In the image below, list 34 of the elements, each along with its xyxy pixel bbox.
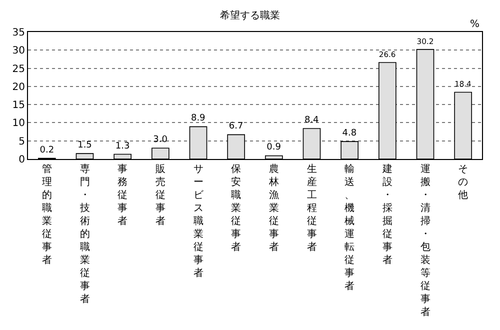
category-label: 輸送、機械運転従事者 bbox=[344, 164, 355, 292]
x-tick-label: 農林漁業従事者 bbox=[268, 163, 279, 253]
data-label: 8.4 bbox=[304, 116, 320, 126]
x-tick-label: 建設・採掘従事者 bbox=[381, 163, 392, 266]
data-label: 6.7 bbox=[228, 122, 244, 132]
y-tick-label: 25 bbox=[12, 64, 25, 75]
y-tick-label: 10 bbox=[12, 118, 25, 130]
data-label: 0.9 bbox=[266, 142, 282, 153]
data-label: 1.3 bbox=[115, 141, 130, 152]
category-label: サービス職業従事者 bbox=[193, 164, 204, 279]
data-label: 3.0 bbox=[153, 135, 168, 146]
y-tick-label: 30 bbox=[12, 46, 25, 57]
category-label: 運搬・清掃・包装等従事者 bbox=[420, 164, 430, 318]
y-tick-label: 35 bbox=[12, 28, 25, 38]
y-axis-title: % bbox=[470, 19, 480, 30]
y-tick-label: 5 bbox=[18, 136, 25, 148]
chart-title: 希望する職業 bbox=[220, 10, 280, 22]
data-label: 18.4 bbox=[454, 80, 472, 89]
data-label: 1.5 bbox=[78, 140, 92, 151]
x-tick-label: 生産工程従事者 bbox=[306, 163, 317, 253]
data-label: 4.8 bbox=[342, 128, 357, 139]
y-tick-label: 20 bbox=[12, 82, 25, 93]
data-label: 30.2 bbox=[416, 36, 434, 46]
x-tick-label: 事務従事者 bbox=[118, 163, 128, 227]
data-label: 26.6 bbox=[378, 50, 396, 59]
y-tick-label: 0 bbox=[18, 154, 25, 166]
y-tick-label: 15 bbox=[12, 100, 25, 112]
x-tick-label: 販売従事者 bbox=[155, 163, 166, 227]
data-label: 8.9 bbox=[190, 114, 206, 124]
data-label: 0.2 bbox=[40, 145, 54, 156]
x-tick-label: 管理的職業従事者 bbox=[42, 164, 52, 266]
x-tick-label: その他 bbox=[458, 164, 468, 201]
category-label: 専門・技術的職業従事者 bbox=[80, 164, 90, 305]
x-tick-label: 保安職業従事者 bbox=[231, 164, 242, 253]
